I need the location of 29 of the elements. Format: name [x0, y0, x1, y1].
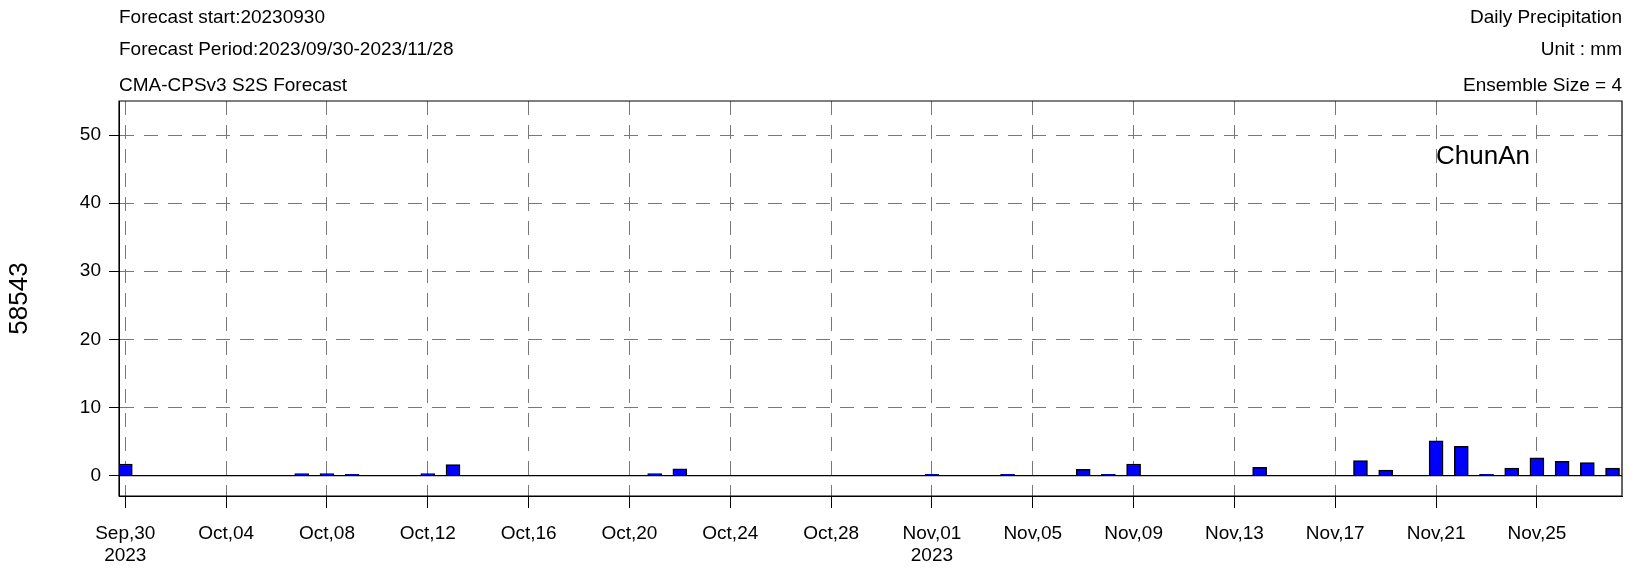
x-tick-label: Nov,25 [1507, 521, 1567, 543]
text: CMA-CPSv3 S2S Forecast [119, 74, 348, 96]
x-tick-label: Oct,20 [601, 521, 658, 543]
x-tick-label: Nov,01 2023 [902, 521, 962, 566]
x-tick-label: Oct,24 [702, 521, 759, 543]
y-tick-label: 40 [79, 191, 101, 213]
x-tick-label: Nov,13 [1205, 521, 1264, 543]
y-axis-title: 58543 [2, 262, 33, 335]
x-tick-label: Sep,30 2023 [95, 521, 156, 566]
x-tick-label: Nov,09 [1104, 521, 1163, 543]
text: Daily Precipitation [1469, 6, 1622, 28]
chart-title: Forecast start:20230930 [119, 6, 325, 28]
y-tick-label: 30 [79, 259, 101, 281]
text: Ensemble Size = 4 [1463, 74, 1622, 96]
y-tick-label: 10 [79, 395, 101, 417]
x-tick-label: Oct,08 [298, 521, 355, 543]
y-tick-label: 0 [90, 463, 101, 485]
y-tick-label: 20 [79, 327, 101, 349]
x-tick-label: Oct,28 [803, 521, 860, 543]
x-tick-label: Oct,16 [500, 521, 557, 543]
text: Unit : mm [1540, 38, 1622, 60]
x-tick-label: Oct,12 [399, 521, 456, 543]
x-tick-label: Nov,17 [1305, 521, 1365, 543]
x-tick-label: Nov,21 [1406, 521, 1466, 543]
x-tick-label: Oct,04 [198, 521, 255, 543]
y-tick-label: 50 [79, 123, 101, 145]
annotation: ChunAn [1436, 140, 1530, 170]
chart-subtitle: Forecast Period:2023/09/30-2023/11/28 [119, 38, 454, 60]
x-tick-label: Nov,05 [1003, 521, 1063, 543]
